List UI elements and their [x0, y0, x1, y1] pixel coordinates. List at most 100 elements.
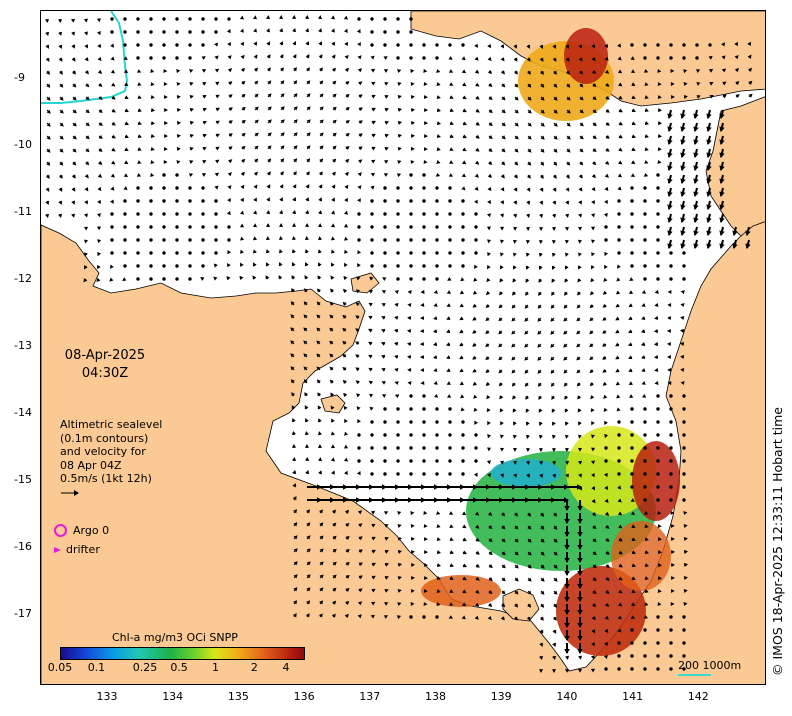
velocity-arrowhead	[514, 135, 519, 140]
velocity-arrowhead	[644, 550, 649, 555]
velocity-arrowhead	[512, 291, 516, 296]
velocity-arrowhead	[657, 510, 662, 515]
velocity-dot	[214, 17, 218, 21]
velocity-arrowhead	[735, 94, 740, 99]
velocity-arrowhead	[722, 94, 727, 99]
velocity-arrowhead	[693, 165, 699, 172]
velocity-arrowhead	[527, 109, 532, 114]
velocity-dot	[136, 56, 140, 60]
velocity-arrowhead	[345, 93, 350, 98]
velocity-dot	[656, 186, 660, 190]
velocity-arrowhead	[500, 200, 504, 205]
velocity-arrowhead	[303, 340, 308, 345]
velocity-arrowhead	[551, 421, 556, 426]
velocity-arrowhead	[330, 236, 336, 241]
velocity-arrowhead	[498, 369, 503, 374]
velocity-dot	[448, 459, 452, 463]
velocity-arrowhead	[419, 341, 424, 347]
velocity-dot	[461, 238, 465, 242]
velocity-arrowhead	[500, 44, 504, 49]
velocity-arrowhead	[228, 146, 233, 151]
velocity-arrowhead	[603, 654, 608, 660]
velocity-arrowhead	[384, 536, 389, 541]
velocity-arrowhead	[552, 187, 557, 192]
velocity-arrowhead	[436, 147, 441, 152]
drifter-legend: drifter	[54, 543, 100, 556]
velocity-arrowhead	[564, 518, 570, 525]
velocity-arrowhead	[475, 576, 480, 581]
velocity-arrowhead	[603, 394, 608, 399]
velocity-arrowhead	[368, 289, 374, 294]
velocity-arrowhead	[265, 223, 271, 227]
velocity-arrowhead	[98, 134, 103, 139]
velocity-arrowhead	[291, 249, 296, 254]
velocity-arrowhead	[343, 223, 349, 228]
velocity-arrowhead	[499, 395, 504, 400]
velocity-arrowhead	[433, 329, 438, 334]
map-frame[interactable]	[40, 10, 766, 685]
velocity-arrowhead	[592, 590, 597, 595]
velocity-arrowhead	[384, 562, 389, 567]
velocity-arrowhead	[499, 291, 504, 296]
velocity-dot	[370, 30, 374, 34]
velocity-dot	[682, 251, 686, 255]
velocity-dot	[682, 628, 686, 632]
velocity-dot	[656, 433, 660, 437]
velocity-arrowhead	[564, 252, 569, 257]
velocity-dot	[656, 173, 660, 177]
velocity-dot	[630, 264, 634, 268]
velocity-dot	[474, 225, 478, 229]
velocity-arrowhead	[654, 302, 659, 308]
velocity-dot	[396, 433, 400, 437]
velocity-arrowhead	[227, 68, 233, 73]
velocity-arrowhead	[318, 613, 323, 618]
velocity-dot	[409, 30, 413, 34]
velocity-arrowhead	[628, 329, 633, 334]
velocity-arrowhead	[292, 41, 297, 46]
colorbar-tick-label: 1	[212, 661, 220, 674]
velocity-arrowhead	[254, 119, 259, 124]
velocity-arrowhead	[304, 223, 310, 227]
velocity-arrowhead	[84, 239, 89, 244]
velocity-arrowhead	[330, 392, 335, 397]
velocity-dot	[435, 264, 439, 268]
velocity-arrowhead	[602, 290, 608, 295]
velocity-arrowhead	[485, 304, 490, 309]
velocity-arrowhead	[578, 174, 583, 179]
velocity-dot	[409, 212, 413, 216]
velocity-arrowhead	[97, 69, 103, 74]
velocity-arrowhead	[436, 576, 441, 581]
velocity-arrowhead	[342, 301, 347, 306]
velocity-arrowhead	[436, 524, 441, 528]
velocity-arrowhead	[604, 420, 608, 426]
velocity-arrowhead	[189, 107, 194, 112]
velocity-arrowhead	[368, 484, 375, 490]
velocity-dot	[669, 498, 673, 502]
velocity-arrowhead	[356, 393, 361, 398]
velocity-arrowhead	[551, 291, 555, 296]
chl-patch-gulf-blue	[491, 459, 561, 487]
velocity-arrowhead	[215, 146, 220, 151]
velocity-arrowhead	[358, 120, 363, 125]
velocity-arrowhead	[292, 184, 297, 189]
velocity-arrowhead	[514, 551, 519, 556]
velocity-arrowhead	[58, 200, 63, 205]
velocity-arrowhead	[644, 511, 649, 515]
velocity-arrowhead	[384, 549, 389, 554]
velocity-arrowhead	[319, 106, 324, 111]
velocity-arrowhead	[290, 340, 295, 345]
velocity-dot	[175, 30, 179, 34]
velocity-dot	[617, 225, 621, 229]
velocity-arrowhead	[371, 81, 376, 86]
velocity-arrowhead	[525, 252, 530, 257]
velocity-arrowhead	[316, 301, 321, 306]
longitude-tick-label: 142	[687, 690, 709, 703]
velocity-arrowhead	[98, 108, 103, 113]
velocity-dot	[162, 264, 166, 268]
velocity-arrowhead	[46, 161, 51, 166]
velocity-arrowhead	[59, 148, 64, 153]
velocity-arrowhead	[565, 655, 570, 660]
velocity-dot	[669, 667, 673, 671]
velocity-dot	[461, 199, 465, 203]
velocity-arrowhead	[706, 113, 712, 120]
